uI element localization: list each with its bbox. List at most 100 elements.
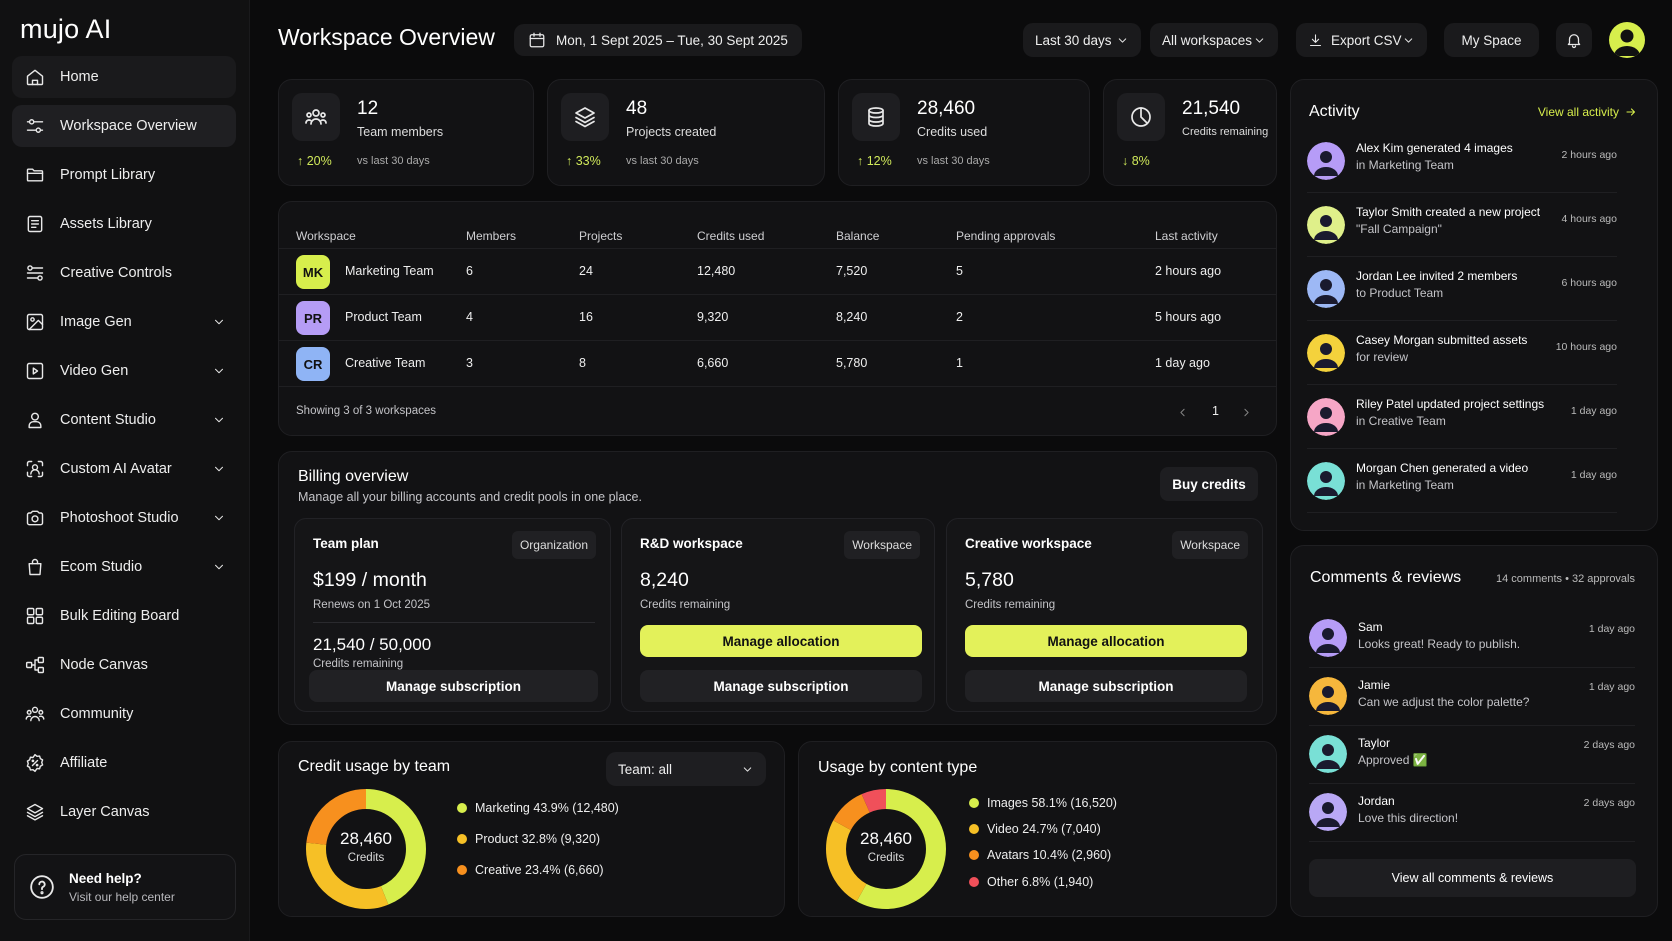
stat-value: 28,460 (917, 98, 976, 119)
sidebar-item-bulk-editing-board[interactable]: Bulk Editing Board (12, 595, 236, 637)
sidebar-item-assets-library[interactable]: Assets Library (12, 203, 236, 245)
comment-text: Sam Looks great! Ready to publish. (1358, 619, 1568, 653)
comment-author: Jamie (1358, 678, 1391, 692)
chevron-down-icon[interactable] (212, 413, 226, 427)
comment-author: Sam (1358, 620, 1383, 634)
stat-value: 12 (357, 98, 379, 119)
notifications-button[interactable] (1556, 23, 1592, 57)
sidebar-item-video-gen[interactable]: Video Gen (12, 350, 236, 392)
comment-time: 2 days ago (1583, 739, 1635, 751)
activity-time: 1 day ago (1570, 405, 1617, 417)
legend-label: Creative (475, 863, 522, 877)
activity-action: created a new project (1425, 205, 1541, 219)
table-row[interactable]: PR Product Team 4 16 9,320 8,240 2 5 hou… (279, 294, 1276, 340)
sidebar-item-affiliate[interactable]: Affiliate (12, 742, 236, 784)
comment-item[interactable]: Taylor Approved ✅ 2 days ago (1309, 726, 1635, 784)
buy-credits-button[interactable]: Buy credits (1160, 467, 1258, 501)
activity-item[interactable]: Riley Patel updated project settings in C… (1307, 387, 1617, 449)
avatar (1307, 462, 1345, 500)
page-number[interactable]: 1 (1212, 404, 1219, 418)
sidebar-item-prompt-library[interactable]: Prompt Library (12, 154, 236, 196)
donut-center: 28,460 Credits (824, 829, 948, 864)
comment-item[interactable]: Jamie Can we adjust the color palette? 1 d… (1309, 668, 1635, 726)
manage-allocation-button[interactable]: Manage allocation (965, 625, 1247, 657)
activity-item[interactable]: Casey Morgan submitted assets for review 1… (1307, 323, 1617, 385)
activity-item[interactable]: Alex Kim generated 4 images in Marketing … (1307, 131, 1617, 193)
sidebar-item-workspace-overview[interactable]: Workspace Overview (12, 105, 236, 147)
manage-subscription-button[interactable]: Manage subscription (640, 670, 922, 702)
chevron-down-icon[interactable] (212, 560, 226, 574)
sidebar-item-content-studio[interactable]: Content Studio (12, 399, 236, 441)
view-all-comments-button[interactable]: View all comments & reviews (1309, 859, 1636, 897)
donut-slice-creative (306, 789, 426, 909)
projects-cell: 16 (579, 310, 593, 324)
chevron-left-icon[interactable] (1176, 406, 1189, 419)
sidebar-item-ecom-studio[interactable]: Ecom Studio (12, 546, 236, 588)
chevron-down-icon[interactable] (212, 315, 226, 329)
donut-center-label: Credits (347, 852, 385, 864)
manage-subscription-button[interactable]: Manage subscription (309, 670, 598, 702)
activity-item[interactable]: Morgan Chen generated a video in Marketin… (1307, 451, 1617, 513)
comment-item[interactable]: Sam Looks great! Ready to publish. 1 day a… (1309, 610, 1635, 668)
date-range-text: Mon, 1 Sept 2025 – Tue, 30 Sept 2025 (556, 32, 788, 48)
sidebar-item-label: Custom AI Avatar (60, 461, 172, 477)
table-row[interactable]: MK Marketing Team 6 24 12,480 7,520 5 2 … (279, 248, 1276, 294)
sidebar-item-layer-canvas[interactable]: Layer Canvas (12, 791, 236, 833)
comment-item[interactable]: Jordan Love this direction! 2 days ago (1309, 784, 1635, 842)
sidebar-item-photoshoot-studio[interactable]: Photoshoot Studio (12, 497, 236, 539)
workspace-credits: 8,240 (640, 569, 689, 591)
my-space-button[interactable]: My Space (1444, 23, 1539, 57)
sidebar-item-creative-controls[interactable]: Creative Controls (12, 252, 236, 294)
activity-time: 6 hours ago (1561, 277, 1617, 289)
avatar (1309, 677, 1347, 715)
sidebar-item-label: Video Gen (60, 363, 129, 379)
app-logo[interactable]: mujo AI (20, 14, 112, 44)
workspace-name: Marketing Team (345, 264, 434, 278)
user-avatar[interactable] (1609, 22, 1645, 58)
table-row[interactable]: CR Creative Team 3 8 6,660 5,780 1 1 day… (279, 340, 1276, 386)
activity-time: 10 hours ago (1555, 341, 1617, 353)
credit-usage-panel: Credit usage by team Team: all 28,460 Cr… (278, 741, 785, 917)
sidebar-item-community[interactable]: Community (12, 693, 236, 735)
workspace-filter-select[interactable]: All workspaces (1150, 23, 1278, 57)
avatar (1307, 142, 1345, 180)
billing-subtitle: Manage all your billing accounts and cre… (298, 490, 642, 504)
comment-body: Approved ✅ (1358, 753, 1428, 767)
legend-stat: 6.8% (1,940) (1021, 875, 1094, 889)
legend-stat: 32.8% (9,320) (521, 832, 601, 846)
period-select[interactable]: Last 30 days (1023, 23, 1141, 57)
column-header: Credits used (697, 229, 765, 243)
sidebar-item-label: Assets Library (60, 216, 152, 232)
sidebar-item-image-gen[interactable]: Image Gen (12, 301, 236, 343)
layers-icon (24, 801, 46, 823)
team-filter-select[interactable]: Team: all (606, 752, 766, 786)
export-csv-button[interactable]: Export CSV (1296, 23, 1427, 57)
bell-icon (1565, 31, 1583, 49)
date-range-picker[interactable]: Mon, 1 Sept 2025 – Tue, 30 Sept 2025 (514, 24, 802, 56)
help-center-card[interactable]: Need help? Visit our help center (14, 854, 236, 920)
avatar (1307, 206, 1345, 244)
view-all-activity-link[interactable]: View all activity (1538, 105, 1637, 119)
activity-item[interactable]: Jordan Lee invited 2 members to Product T… (1307, 259, 1617, 321)
manage-subscription-button[interactable]: Manage subscription (965, 670, 1247, 702)
last-activity-cell: 2 hours ago (1155, 264, 1222, 278)
sidebar-item-custom-ai-avatar[interactable]: Custom AI Avatar (12, 448, 236, 490)
manage-allocation-button[interactable]: Manage allocation (640, 625, 922, 657)
chevron-down-icon[interactable] (212, 364, 226, 378)
activity-item[interactable]: Taylor Smith created a new project "Fall … (1307, 195, 1617, 257)
members-cell: 4 (466, 310, 473, 324)
legend-dot (969, 798, 979, 808)
chevron-right-icon[interactable] (1240, 406, 1253, 419)
sidebar-item-label: Creative Controls (60, 265, 173, 281)
last-activity-cell: 1 day ago (1155, 356, 1210, 370)
sidebar-item-home[interactable]: Home (12, 56, 236, 98)
sidebar-item-node-canvas[interactable]: Node Canvas (12, 644, 236, 686)
workspace-tag: Workspace (1172, 531, 1248, 559)
activity-user: Jordan Lee (1356, 269, 1417, 283)
plan-renewal: Renews on 1 Oct 2025 (313, 599, 430, 611)
credit-usage-title: Credit usage by team (298, 758, 451, 775)
sidebar-item-label: Content Studio (60, 412, 156, 428)
legend-label: Images (987, 796, 1028, 810)
chevron-down-icon[interactable] (212, 511, 226, 525)
chevron-down-icon[interactable] (212, 462, 226, 476)
